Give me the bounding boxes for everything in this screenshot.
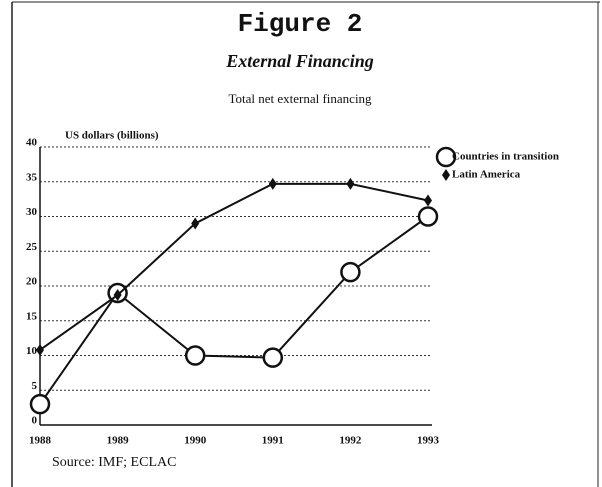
chart-subtitle-2: Total net external financing [228,91,372,106]
source: Source: IMF; ECLAC [52,455,176,470]
y-tick-label: 30 [26,206,38,218]
point [417,206,439,227]
y-tick-label: 25 [26,241,38,253]
point [29,393,51,415]
y-tick-label: 10 [26,345,38,357]
y-tick-label: 15 [26,310,38,322]
series-line [39,215,429,405]
y-tick-label: 5 [32,380,38,392]
legend-marker [435,146,457,168]
point [268,177,277,190]
chart-title: Figure 2 [238,9,363,39]
y-tick-label: 35 [26,171,38,183]
legend-label: Countries in transition [452,151,559,163]
point [184,345,206,366]
point [424,194,432,207]
point [340,261,361,283]
x-tick-label: 1992 [339,435,362,447]
point [346,177,355,190]
y-tick-label: 20 [26,276,38,288]
y-tick-label: 0 [32,415,38,427]
x-tick-label: 1991 [262,435,284,447]
point [113,289,122,302]
x-tick-label: 1990 [184,435,207,447]
series-line [39,182,429,351]
y-axis-label: US dollars (billions) [65,130,159,142]
point [36,343,44,356]
x-tick-label: 1988 [29,435,52,447]
legend-label: Latin America [452,169,521,181]
y-tick-label: 40 [26,137,38,149]
point [262,347,284,368]
legend-marker [442,169,450,181]
chart-subtitle: External Financing [225,51,374,71]
x-tick-label: 1993 [417,435,440,447]
x-tick-label: 1989 [107,435,130,447]
point [191,217,200,230]
